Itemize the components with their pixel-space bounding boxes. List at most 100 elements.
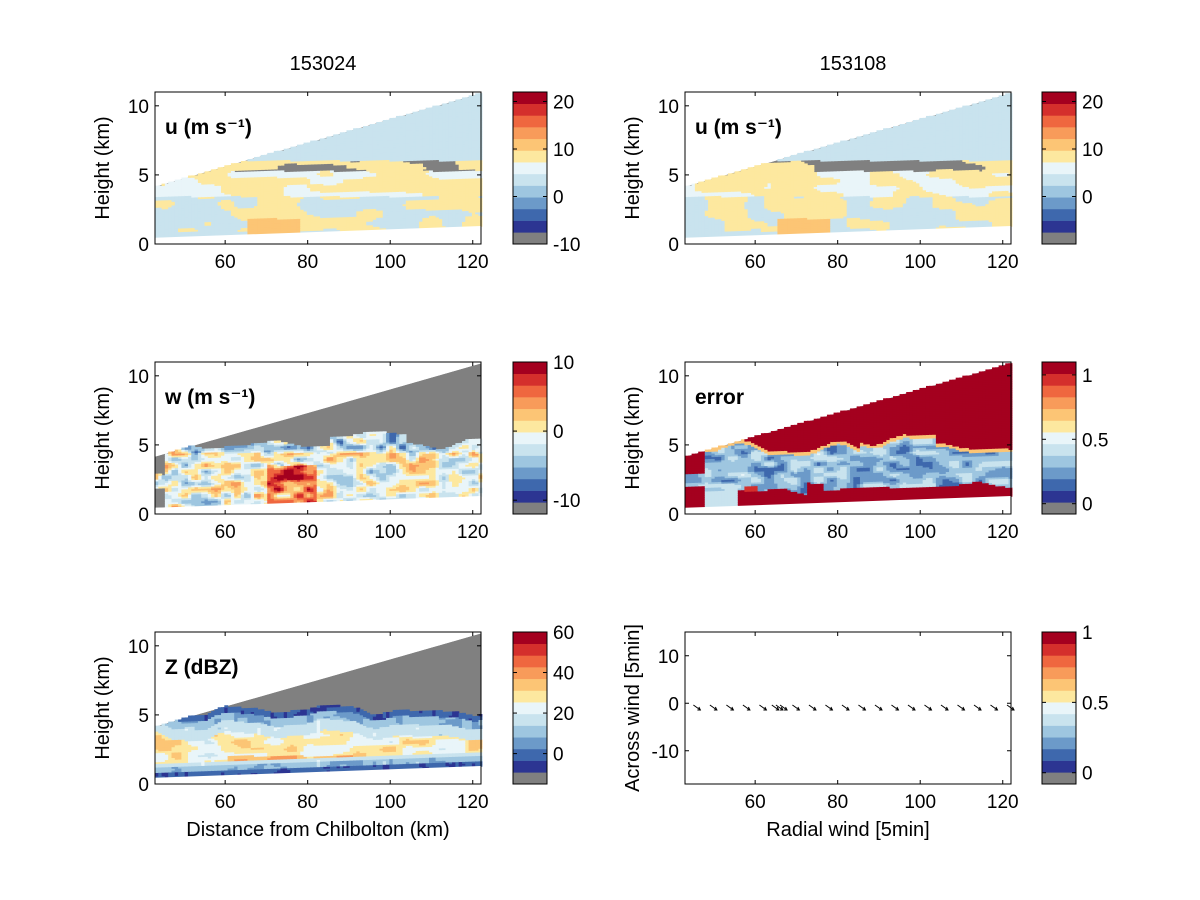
panel-5-Z: 60 80 100 120 0 5 10 Height (km) Distance from C… <box>92 623 574 841</box>
y-axis-label: Height (km) <box>92 386 114 489</box>
colorbar-swatch <box>1042 373 1076 386</box>
colorbar-swatch <box>1042 713 1076 726</box>
colorbar-swatch <box>1042 397 1076 410</box>
colorbar-swatch <box>513 420 547 433</box>
wind-vector-20 <box>990 704 999 711</box>
y-tick-label: 10 <box>658 97 679 118</box>
x-tick-label: 60 <box>215 792 236 813</box>
panel-label: u (m s⁻¹) <box>165 116 252 139</box>
colorbar-swatch <box>1042 362 1076 374</box>
colorbar-tick-label: 0 <box>553 422 564 443</box>
colorbar-swatch <box>513 632 547 644</box>
colorbar-swatch <box>513 397 547 410</box>
colorbar-swatch <box>513 373 547 386</box>
y-tick-label: 10 <box>658 367 679 388</box>
axes-frame <box>684 361 1012 515</box>
wind-vector-4 <box>759 704 768 711</box>
colorbar-swatch <box>513 138 547 151</box>
colorbar-swatch <box>513 667 547 680</box>
colorbar-tick-label: 0 <box>1082 188 1093 209</box>
colorbar-tick-label: 20 <box>1082 93 1103 114</box>
colorbar-swatch <box>513 467 547 480</box>
colorbar-swatch <box>513 490 547 503</box>
colorbar-swatch <box>1042 138 1076 151</box>
x-tick-label: 100 <box>374 522 406 543</box>
colorbar-swatch <box>513 127 547 140</box>
colorbar-tick-label: 0 <box>553 745 564 766</box>
colorbar-tick-label: 0 <box>553 188 564 209</box>
wind-vector-19 <box>973 704 982 711</box>
x-tick-label: 100 <box>374 252 406 273</box>
x-tick-label: 60 <box>745 252 766 273</box>
colorbar-swatch <box>1042 655 1076 668</box>
colorbar-swatch <box>513 232 547 245</box>
wind-vector-9 <box>808 704 817 711</box>
x-tick-label: 60 <box>215 522 236 543</box>
colorbar-swatch <box>1042 115 1076 128</box>
y-tick-label: 0 <box>138 775 149 796</box>
wind-vector-12 <box>858 704 867 711</box>
y-axis-label: Height (km) <box>92 116 114 219</box>
x-tick-label: 100 <box>904 252 936 273</box>
colorbar-swatch <box>513 690 547 703</box>
colorbar-swatch <box>1042 467 1076 480</box>
wind-vector-11 <box>841 704 850 711</box>
axes-frame <box>684 91 1012 245</box>
colorbar-swatch <box>513 197 547 210</box>
colorbar-tick-label: 20 <box>553 704 574 725</box>
colorbar-swatch <box>1042 490 1076 503</box>
y-tick-label: 5 <box>138 166 149 187</box>
colorbar-swatch <box>513 643 547 656</box>
wind-vector-18 <box>957 704 966 711</box>
colorbar-swatch <box>513 115 547 128</box>
x-tick-label: 100 <box>374 792 406 813</box>
colorbar-swatch <box>1042 643 1076 656</box>
wind-vector-7 <box>779 704 788 711</box>
y-tick-label: 10 <box>128 367 149 388</box>
y-tick-label: 10 <box>128 97 149 118</box>
y-tick-label: 0 <box>668 694 679 715</box>
colorbar-swatch <box>1042 408 1076 421</box>
wind-vector-1 <box>709 704 718 711</box>
x-axis-label: Distance from Chilbolton (km) <box>186 819 449 841</box>
colorbar-swatch <box>513 772 547 785</box>
x-tick-label: 60 <box>215 252 236 273</box>
colorbar-tick-label: 40 <box>553 664 574 685</box>
colorbar-swatch <box>513 92 547 104</box>
y-tick-label: 5 <box>668 436 679 457</box>
panel-3-w: 60 80 100 120 0 5 10 Height (km) w (m s⁻¹) -10 0 10 <box>92 353 580 543</box>
colorbar-swatch <box>1042 760 1076 773</box>
colorbar-swatch <box>513 748 547 761</box>
colorbar-swatch <box>1042 385 1076 398</box>
colorbar-tick-label: 0.5 <box>1082 693 1108 714</box>
colorbar-swatch <box>1042 103 1076 116</box>
y-tick-label: 5 <box>138 436 149 457</box>
y-axis-label: Height (km) <box>92 656 114 759</box>
colorbar-tick-label: 10 <box>1082 140 1103 161</box>
y-axis-label: Height (km) <box>622 386 644 489</box>
y-tick-label: 0 <box>668 235 679 256</box>
y-tick-label: 0 <box>138 235 149 256</box>
colorbar-swatch <box>1042 737 1076 750</box>
colorbar-swatch <box>1042 678 1076 691</box>
x-tick-label: 80 <box>827 792 848 813</box>
colorbar-swatch <box>513 713 547 726</box>
colorbar-tick-label: 60 <box>553 623 574 644</box>
wind-vector-15 <box>907 704 916 711</box>
colorbar-swatch <box>1042 632 1076 644</box>
colorbar-swatch <box>1042 478 1076 491</box>
x-tick-label: 80 <box>297 522 318 543</box>
colorbar-swatch <box>513 385 547 398</box>
x-tick-label: 60 <box>745 522 766 543</box>
x-tick-label: 80 <box>827 522 848 543</box>
colorbar-swatch <box>1042 185 1076 198</box>
x-tick-label: 120 <box>987 792 1019 813</box>
colorbar-swatch <box>513 737 547 750</box>
y-tick-label: 5 <box>668 166 679 187</box>
colorbar-swatch <box>513 702 547 715</box>
colorbar-swatch <box>1042 173 1076 186</box>
colorbar-tick-label: 0.5 <box>1082 430 1108 451</box>
colorbar-swatch <box>1042 208 1076 221</box>
